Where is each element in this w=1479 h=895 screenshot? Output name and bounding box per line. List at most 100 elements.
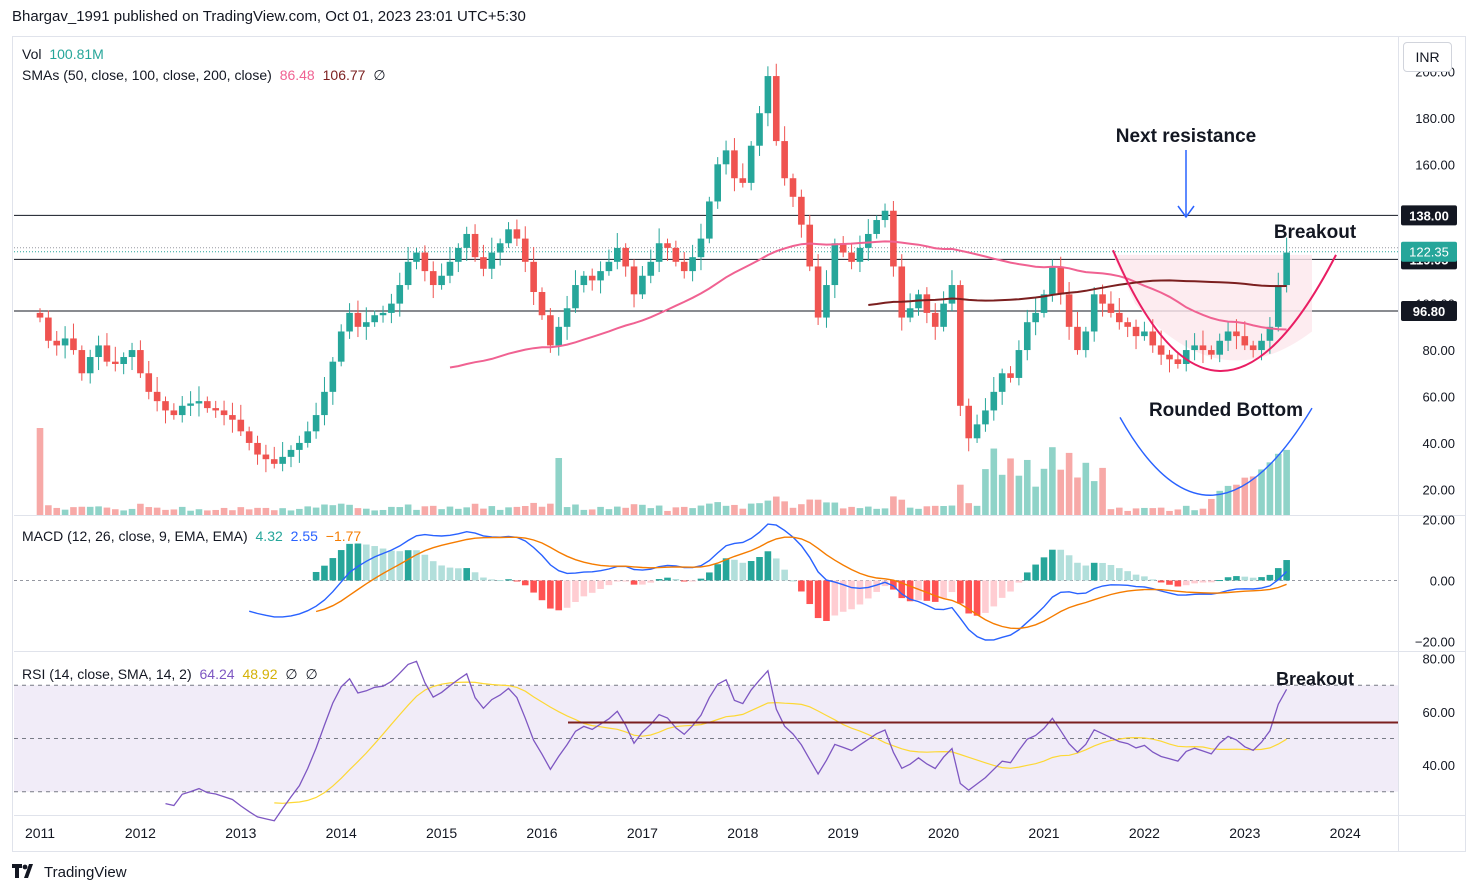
macd-legend-value3: −1.77 xyxy=(325,528,362,544)
vol-legend-value: 100.81M xyxy=(49,46,104,62)
macd-histogram-bar xyxy=(346,543,353,581)
macd-histogram-bar xyxy=(873,580,880,592)
volume-bar xyxy=(70,507,77,515)
price-tick-label: 180.00 xyxy=(1415,111,1455,126)
volume-bar xyxy=(120,510,127,515)
candle-body xyxy=(722,150,730,165)
candle-body xyxy=(998,373,1006,392)
macd-histogram-bar xyxy=(1274,568,1282,581)
candle-body xyxy=(1082,331,1090,351)
volume-bar xyxy=(772,496,780,515)
macd-histogram-bar xyxy=(363,544,370,581)
macd-histogram-bar xyxy=(438,565,445,581)
macd-histogram-bar xyxy=(731,559,738,581)
candle-body xyxy=(86,357,94,374)
candle-body xyxy=(906,308,914,318)
macd-histogram-bar xyxy=(639,580,646,585)
candle-body xyxy=(346,312,353,332)
macd-histogram-bar xyxy=(1182,580,1190,586)
x-tick-label: 2021 xyxy=(1028,825,1059,841)
volume-bar xyxy=(396,507,404,515)
candle-body xyxy=(948,285,956,304)
macd-histogram-bar xyxy=(1174,580,1182,587)
volume-bar xyxy=(36,428,44,515)
macd-histogram-bar xyxy=(547,580,554,609)
macd-histogram-bar xyxy=(714,564,721,581)
volume-bar xyxy=(312,507,320,515)
candle-body xyxy=(655,243,663,262)
macd-histogram-bar xyxy=(404,550,412,581)
macd-histogram-bar xyxy=(890,580,897,590)
x-tick-label: 2015 xyxy=(426,825,457,841)
volume-bar xyxy=(789,507,797,515)
volume-bar xyxy=(1057,469,1065,515)
candle-body xyxy=(371,315,378,323)
macd-histogram-bar xyxy=(388,550,395,581)
macd-histogram-bar xyxy=(697,578,705,581)
candle-body xyxy=(178,405,186,416)
volume-bar xyxy=(505,507,512,515)
candle-body xyxy=(1049,266,1056,295)
volume-bar xyxy=(1166,510,1173,515)
candle-body xyxy=(463,233,470,248)
volume-bar xyxy=(898,499,906,515)
macd-histogram-bar xyxy=(1132,574,1140,581)
macd-histogram-bar xyxy=(706,572,713,581)
macd-histogram-bar xyxy=(831,580,839,616)
volume-bar xyxy=(1258,469,1265,515)
candle-body xyxy=(212,408,219,411)
volume-bar xyxy=(1174,509,1182,515)
macd-histogram-bar xyxy=(413,550,420,581)
macd-histogram-bar xyxy=(680,580,688,582)
macd-histogram-bar xyxy=(580,580,588,597)
candle-body xyxy=(1040,294,1048,313)
currency-button[interactable]: INR xyxy=(1403,42,1452,72)
macd-histogram-bar xyxy=(1124,571,1131,581)
candle-body xyxy=(530,261,537,293)
publish-header: Bhargav_1991 published on TradingView.co… xyxy=(12,8,526,25)
macd-histogram-bar xyxy=(605,580,613,586)
volume-bar xyxy=(605,509,613,515)
volume-bar xyxy=(329,505,337,515)
volume-bar xyxy=(973,505,981,515)
candle-body xyxy=(990,391,998,411)
volume-bar xyxy=(145,507,153,515)
x-tick-label: 2023 xyxy=(1229,825,1260,841)
rsi-legend: RSI (14, close, SMA, 14, 2) 64.24 48.92 … xyxy=(22,666,322,683)
macd-histogram-bar xyxy=(1099,562,1106,581)
candle-body xyxy=(756,113,763,146)
volume-bar xyxy=(890,496,897,515)
volume-bar xyxy=(137,503,144,515)
rsi-legend-value1: 64.24 xyxy=(199,666,235,682)
candle-body xyxy=(496,243,504,253)
macd-histogram-bar xyxy=(429,561,437,581)
candle-body xyxy=(563,308,571,327)
candle-body xyxy=(1249,345,1257,351)
macd-histogram-bar xyxy=(940,580,947,599)
macd-histogram-bar xyxy=(496,580,504,582)
vol-legend: Vol 100.81M xyxy=(22,46,108,62)
volume-bar xyxy=(162,509,169,515)
macd-histogram-bar xyxy=(672,579,680,581)
volume-bar xyxy=(739,508,747,515)
volume-bar xyxy=(764,500,772,515)
volume-bar xyxy=(706,503,713,515)
volume-bar xyxy=(848,506,855,515)
volume-bar xyxy=(597,506,604,515)
macd-histogram-bar xyxy=(865,580,872,599)
candle-body xyxy=(940,303,947,327)
candle-body xyxy=(195,401,203,404)
macd-histogram-bar xyxy=(622,580,629,582)
macd-histogram-bar xyxy=(396,551,404,581)
candle-body xyxy=(664,243,671,248)
macd-histogram-bar xyxy=(1116,568,1123,581)
candle-body xyxy=(1124,322,1131,327)
x-tick-label: 2013 xyxy=(225,825,256,841)
candle-body xyxy=(254,442,261,455)
sma100-legend-value: 106.77 xyxy=(322,67,366,83)
candle-body xyxy=(404,261,412,286)
volume-bar xyxy=(639,504,646,515)
candle-body xyxy=(706,201,713,239)
macd-histogram-bar xyxy=(973,580,981,616)
